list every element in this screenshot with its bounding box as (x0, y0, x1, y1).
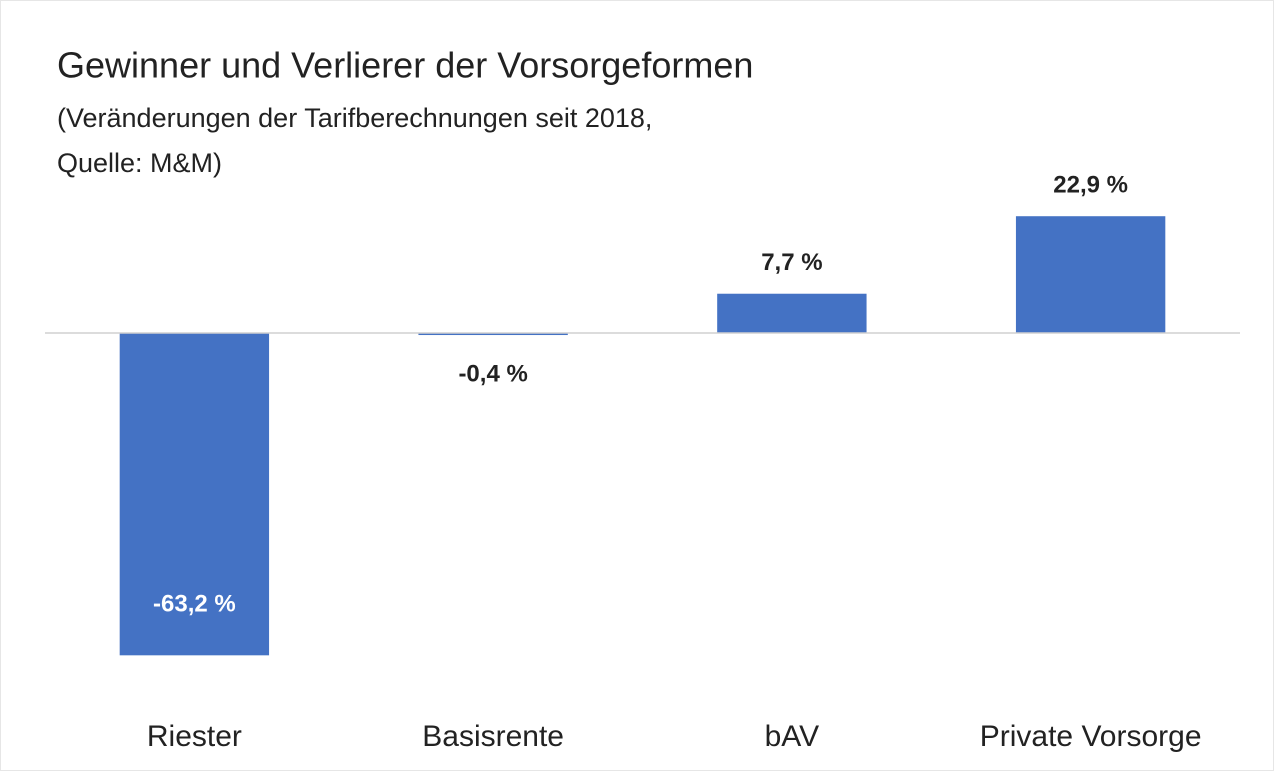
bar (1015, 216, 1166, 333)
x-tick-label: bAV (765, 720, 819, 753)
bar (418, 333, 568, 336)
value-label: 7,7 % (761, 249, 822, 276)
x-tick-label: Riester (147, 720, 242, 753)
value-label: -0,4 % (458, 360, 527, 387)
chart-subtitle: (Veränderungen der Tarifberechnungen sei… (57, 103, 652, 133)
value-label: -63,2 % (153, 591, 236, 618)
chart-title: Gewinner und Verlierer der Vorsorgeforme… (57, 45, 753, 86)
chart-subtitle: Quelle: M&M) (57, 148, 222, 178)
x-tick-label: Basisrente (422, 720, 564, 753)
value-label: 22,9 % (1053, 172, 1128, 199)
x-tick-label: Private Vorsorge (980, 720, 1202, 753)
bar (119, 333, 270, 656)
bar (717, 293, 867, 333)
